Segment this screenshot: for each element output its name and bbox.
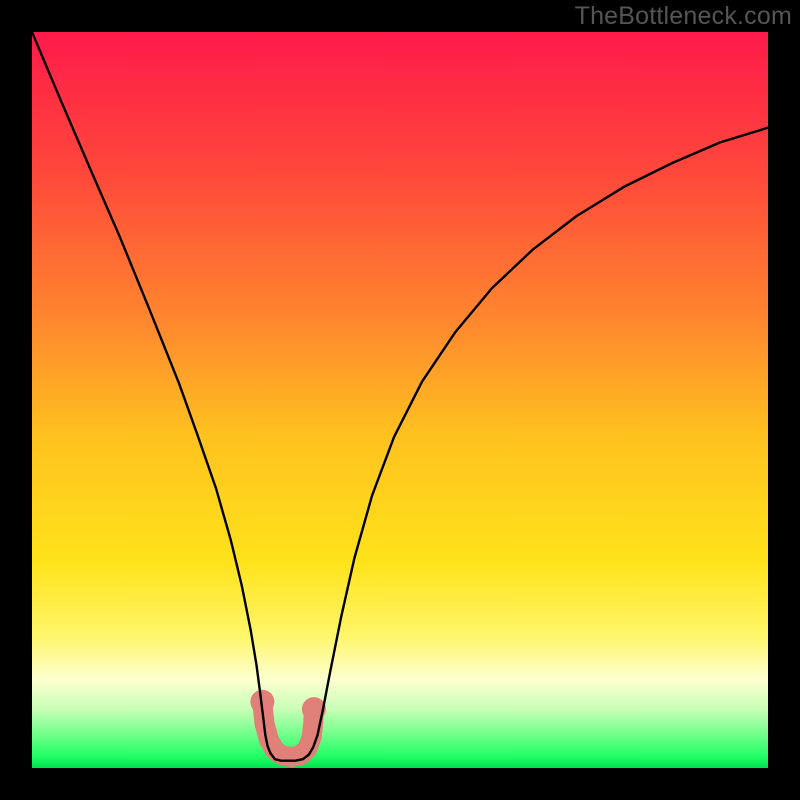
watermark-text: TheBottleneck.com [575,2,792,31]
chart-canvas: TheBottleneck.com [0,0,800,800]
bottleneck-curve-chart [0,0,800,800]
gradient-background [32,32,768,768]
